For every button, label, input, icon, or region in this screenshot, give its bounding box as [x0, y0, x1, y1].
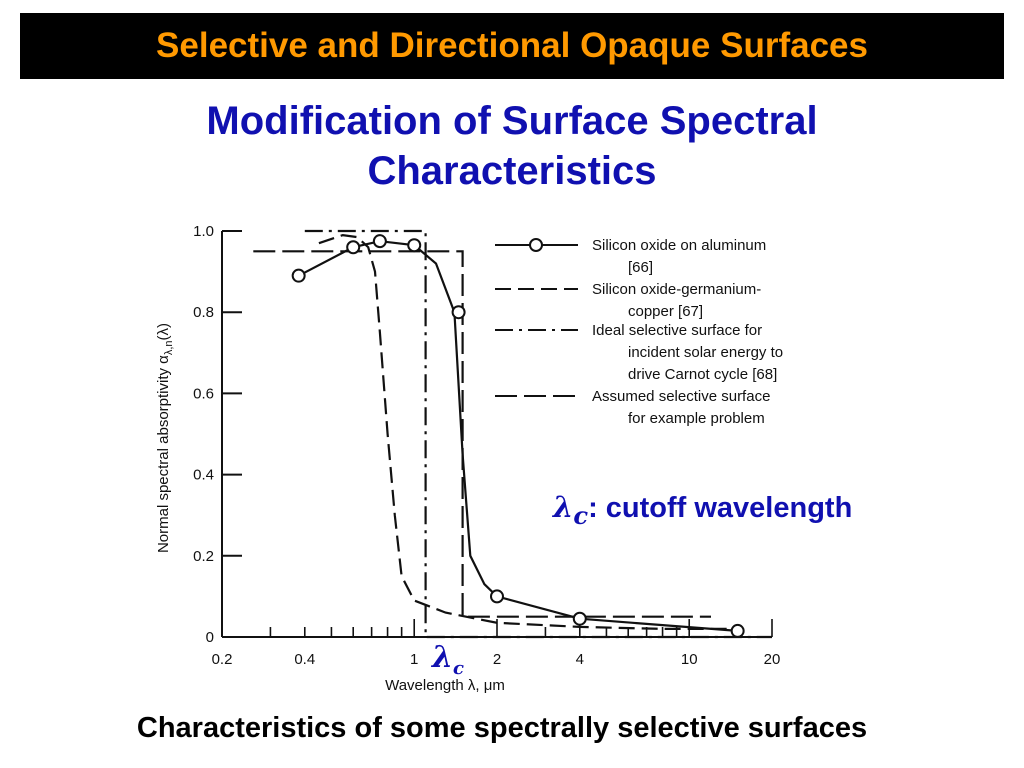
x-tick-label: 20 [764, 651, 781, 668]
y-tick-label: 0.2 [193, 548, 214, 565]
title-bar: Selective and Directional Opaque Surface… [20, 13, 1004, 79]
cutoff-label: λc: cutoff wavelength [553, 490, 852, 530]
cutoff-axis-marker: λc [432, 640, 464, 679]
x-tick-label: 1 [410, 651, 418, 668]
data-point-marker [346, 240, 361, 255]
subtitle-line-1: Modification of Surface Spectral [206, 99, 818, 143]
slide-title: Selective and Directional Opaque Surface… [156, 26, 868, 65]
x-tick-label: 0.2 [212, 651, 233, 668]
y-axis-label: Normal spectral absorptivity αλ,n(λ) [155, 323, 175, 553]
legend-entry-text: copper [67] [628, 303, 703, 320]
figure-caption: Characteristics of some spectrally selec… [136, 712, 868, 744]
y-tick-label: 0.4 [193, 467, 214, 484]
x-tick-label: 0.4 [294, 651, 315, 668]
series-markers [291, 234, 745, 638]
axis-lambda-subscript: c [453, 658, 465, 679]
x-tick-label: 10 [681, 651, 698, 668]
y-tick-label: 0.6 [193, 385, 214, 402]
axis-lambda-symbol: λ [432, 640, 454, 675]
subtitle-line-2: Characteristics [367, 149, 657, 193]
legend-entry-text: for example problem [628, 410, 765, 427]
legend-entry-text: incident solar energy to [628, 344, 783, 361]
data-point-marker [490, 589, 504, 604]
tick-marks: 0 0.2 0.4 0.6 0.8 1.0 0.2 0.4 1 2 4 10 20 [193, 223, 780, 668]
legend-entry-text: Ideal selective surface for [592, 322, 762, 339]
y-tick-label: 1.0 [193, 223, 214, 240]
slide-subtitle: Modification of Surface Spectral Charact… [0, 96, 1024, 196]
legend-entry-text: Silicon oxide on aluminum [592, 237, 766, 254]
data-point-marker [572, 611, 587, 626]
legend-entry-text: Silicon oxide-germanium- [592, 281, 761, 298]
lambda-subscript: c [573, 500, 589, 530]
data-point-marker [291, 268, 306, 283]
series-line-1 [298, 240, 738, 632]
y-tick-label: 0 [206, 629, 214, 646]
data-point-marker [451, 305, 466, 320]
legend-marker [529, 238, 543, 252]
legend: Silicon oxide on aluminum [66] Silicon oxi… [495, 237, 783, 427]
x-tick-label: 2 [493, 651, 501, 668]
lambda-symbol: λ [553, 490, 574, 524]
cutoff-text: : cutoff wavelength [588, 492, 853, 524]
y-tick-label: 0.8 [193, 304, 214, 321]
data-point-marker [730, 623, 745, 638]
x-tick-label: 4 [576, 651, 584, 668]
series-line-2 [318, 233, 738, 631]
data-point-marker [372, 234, 387, 249]
series-line-3 [304, 229, 772, 639]
legend-entry-text: drive Carnot cycle [68] [628, 366, 777, 383]
data-point-marker [407, 238, 422, 253]
legend-entry-text: Assumed selective surface [592, 388, 770, 405]
legend-entry-text: [66] [628, 259, 653, 276]
x-axis-label: Wavelength λ, μm [385, 677, 505, 694]
